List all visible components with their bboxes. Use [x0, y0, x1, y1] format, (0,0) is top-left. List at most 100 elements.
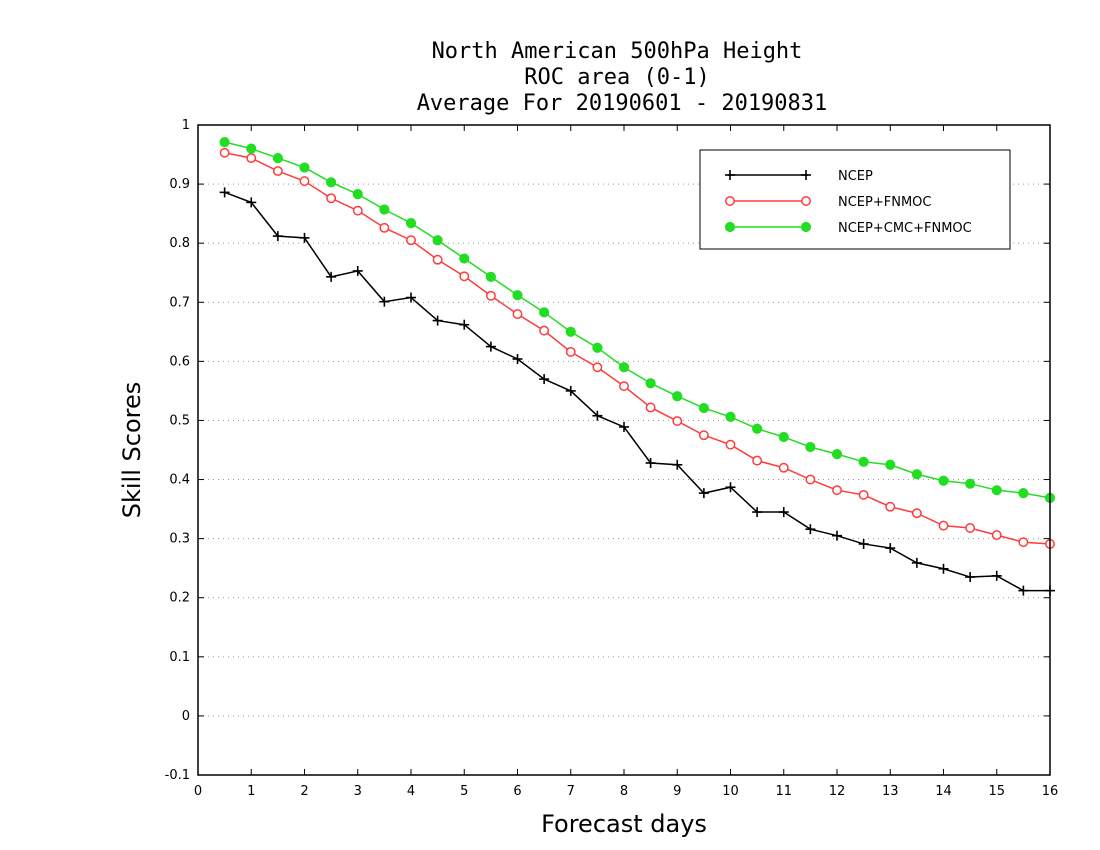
data-point-filled-circle: [991, 485, 1002, 496]
x-tick-label: 4: [407, 784, 415, 799]
chart-title-line-3: Average For 20190601 - 20190831: [417, 91, 828, 116]
data-point-plus: [801, 170, 811, 180]
data-point-plus: [832, 530, 842, 541]
y-tick-label: 1: [182, 118, 190, 133]
data-point-plus: [246, 197, 257, 208]
data-point-open-circle: [991, 530, 1002, 541]
data-point-plus: [672, 459, 683, 470]
series-ncep-fnmoc: [219, 147, 1055, 549]
data-point-open-circle: [459, 271, 470, 282]
data-point-filled-circle: [512, 290, 523, 301]
y-tick-label: 0.2: [169, 591, 190, 606]
data-point-open-circle: [885, 501, 896, 512]
data-point-filled-circle: [326, 177, 337, 188]
x-tick-label: 16: [1042, 784, 1059, 799]
x-tick-label: 13: [882, 784, 899, 799]
data-point-plus: [645, 458, 656, 468]
data-point-open-circle: [725, 439, 736, 450]
legend-entries: NCEP NCEP+FNMOC NCEP+CMC+FNMOC: [724, 169, 972, 236]
series-ncep: [219, 187, 1055, 596]
data-point-filled-circle: [724, 221, 736, 233]
data-point-plus: [219, 187, 230, 198]
data-point-plus: [406, 292, 416, 303]
x-tick-label: 2: [300, 784, 308, 799]
data-point-filled-circle: [618, 362, 630, 373]
y-axis-label: Skill Scores: [118, 382, 146, 519]
data-point-open-circle: [1018, 537, 1029, 548]
data-point-open-circle: [512, 309, 523, 320]
legend-entry: NCEP: [725, 169, 873, 184]
chart-title-line-2: ROC area (0-1): [524, 65, 709, 90]
data-point-filled-circle: [485, 271, 496, 282]
axis-ticks: -0.100.10.20.30.40.50.60.70.80.910 1 2 3 4 5 6…: [165, 118, 1059, 799]
data-point-filled-circle: [725, 411, 736, 423]
data-point-open-circle: [619, 381, 629, 392]
data-point-open-circle: [565, 346, 576, 357]
chart-title-line-1: North American 500hPa Height: [432, 39, 803, 64]
y-tick-label: 0: [182, 709, 190, 724]
y-tick-label: 0.6: [169, 354, 190, 369]
x-tick-label: 11: [775, 784, 792, 799]
data-point-filled-circle: [938, 475, 949, 486]
x-tick-label: 15: [988, 784, 1005, 799]
data-point-filled-circle: [805, 441, 816, 453]
data-point-plus: [459, 319, 470, 330]
x-tick-label: 5: [460, 784, 468, 799]
data-point-open-circle: [352, 205, 363, 216]
data-point-plus: [752, 507, 763, 518]
data-point-filled-circle: [539, 307, 550, 318]
data-point-open-circle: [725, 196, 735, 206]
data-point-filled-circle: [459, 253, 470, 264]
data-point-filled-circle: [246, 143, 257, 154]
data-point-open-circle: [698, 430, 709, 441]
data-point-open-circle: [592, 362, 603, 373]
data-point-plus: [352, 265, 363, 276]
x-tick-label: 12: [829, 784, 846, 799]
data-point-open-circle: [379, 222, 390, 233]
data-point-open-circle: [752, 455, 763, 466]
y-tick-label: 0.7: [169, 295, 190, 310]
data-point-open-circle: [326, 193, 337, 204]
x-tick-label: 10: [722, 784, 739, 799]
data-point-plus: [432, 315, 443, 326]
y-tick-label: 0.9: [169, 177, 190, 192]
legend: NCEP NCEP+FNMOC NCEP+CMC+FNMOC: [699, 149, 1011, 250]
x-tick-label: 0: [194, 784, 202, 799]
data-point-plus: [858, 538, 869, 549]
data-point-filled-circle: [965, 478, 976, 489]
data-point-open-circle: [219, 147, 230, 158]
data-point-filled-circle: [752, 423, 763, 434]
data-point-plus: [512, 354, 523, 364]
x-tick-label: 6: [513, 784, 521, 799]
x-tick-label: 8: [620, 784, 628, 799]
data-point-filled-circle: [1018, 488, 1029, 499]
y-tick-label: 0.3: [169, 532, 190, 547]
data-point-filled-circle: [858, 456, 869, 467]
data-point-plus: [565, 385, 576, 396]
data-point-open-circle: [938, 520, 949, 531]
y-tick-label: 0.1: [169, 650, 190, 665]
data-point-plus: [485, 341, 496, 352]
legend-box: [699, 149, 1011, 250]
data-point-plus: [725, 482, 736, 493]
data-point-open-circle: [645, 402, 656, 413]
data-point-filled-circle: [379, 204, 390, 215]
data-point-open-circle: [406, 235, 416, 246]
data-point-filled-circle: [800, 221, 812, 233]
data-point-open-circle: [858, 489, 869, 500]
data-point-filled-circle: [911, 469, 922, 480]
data-point-filled-circle: [565, 326, 576, 337]
data-point-plus: [885, 543, 896, 554]
legend-entry: NCEP+CMC+FNMOC: [724, 221, 972, 236]
legend-label: NCEP+CMC+FNMOC: [838, 221, 972, 236]
data-point-open-circle: [801, 196, 811, 206]
x-tick-label: 9: [673, 784, 681, 799]
data-point-plus: [805, 524, 816, 535]
legend-label: NCEP+FNMOC: [838, 195, 931, 210]
data-point-filled-circle: [219, 137, 230, 148]
chart-title: North American 500hPa Height ROC area (0…: [417, 39, 828, 116]
data-point-open-circle: [832, 485, 842, 496]
data-point-filled-circle: [778, 431, 789, 443]
data-point-open-circle: [485, 290, 496, 301]
